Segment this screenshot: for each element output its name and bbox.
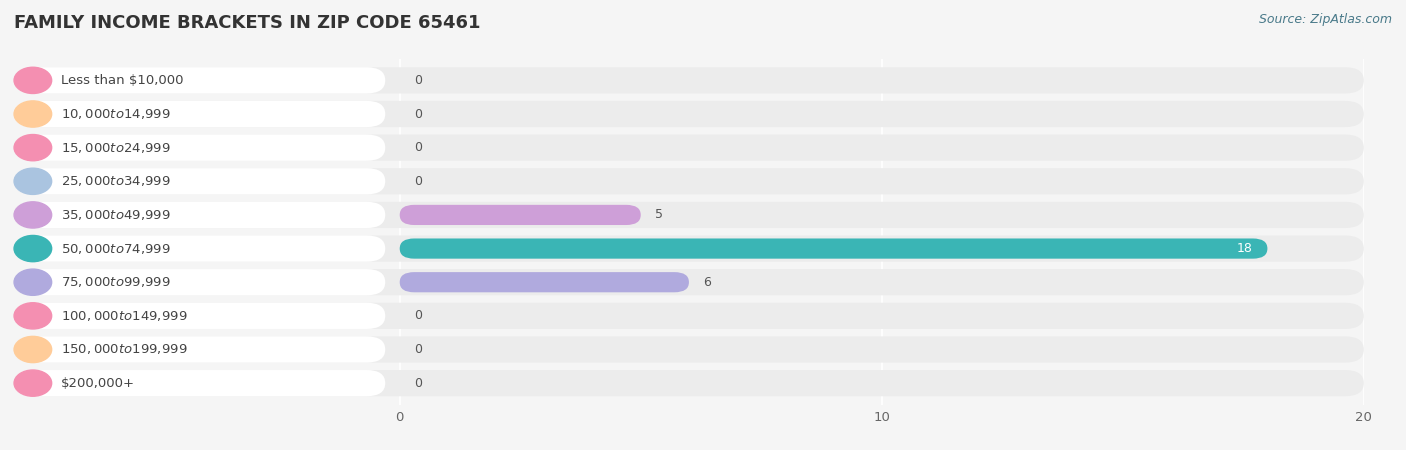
Circle shape [14, 67, 52, 94]
FancyBboxPatch shape [14, 101, 1364, 127]
FancyBboxPatch shape [399, 272, 689, 292]
Text: 0: 0 [415, 377, 422, 390]
Text: 6: 6 [703, 276, 711, 289]
FancyBboxPatch shape [14, 336, 1364, 363]
Circle shape [14, 202, 52, 228]
Circle shape [14, 235, 52, 262]
FancyBboxPatch shape [14, 303, 385, 329]
FancyBboxPatch shape [14, 370, 385, 396]
Text: $100,000 to $149,999: $100,000 to $149,999 [62, 309, 188, 323]
Text: $15,000 to $24,999: $15,000 to $24,999 [62, 141, 172, 155]
FancyBboxPatch shape [14, 336, 385, 363]
FancyBboxPatch shape [14, 269, 385, 295]
Circle shape [14, 101, 52, 127]
FancyBboxPatch shape [14, 235, 1364, 262]
Text: 0: 0 [415, 343, 422, 356]
FancyBboxPatch shape [14, 135, 385, 161]
FancyBboxPatch shape [399, 205, 641, 225]
Circle shape [14, 336, 52, 363]
Text: Less than $10,000: Less than $10,000 [62, 74, 184, 87]
Text: $200,000+: $200,000+ [62, 377, 135, 390]
Text: $150,000 to $199,999: $150,000 to $199,999 [62, 342, 188, 356]
Text: 18: 18 [1237, 242, 1253, 255]
FancyBboxPatch shape [14, 235, 385, 262]
Text: 0: 0 [415, 175, 422, 188]
Circle shape [14, 303, 52, 329]
FancyBboxPatch shape [14, 67, 385, 94]
Circle shape [14, 168, 52, 194]
FancyBboxPatch shape [14, 135, 1364, 161]
Text: 0: 0 [415, 309, 422, 322]
Text: Source: ZipAtlas.com: Source: ZipAtlas.com [1258, 14, 1392, 27]
Text: $75,000 to $99,999: $75,000 to $99,999 [62, 275, 172, 289]
Text: FAMILY INCOME BRACKETS IN ZIP CODE 65461: FAMILY INCOME BRACKETS IN ZIP CODE 65461 [14, 14, 481, 32]
Text: 0: 0 [415, 108, 422, 121]
FancyBboxPatch shape [14, 168, 1364, 194]
FancyBboxPatch shape [14, 269, 1364, 295]
Text: 5: 5 [655, 208, 664, 221]
Text: $25,000 to $34,999: $25,000 to $34,999 [62, 174, 172, 188]
Text: $50,000 to $74,999: $50,000 to $74,999 [62, 242, 172, 256]
FancyBboxPatch shape [14, 168, 385, 194]
FancyBboxPatch shape [14, 202, 1364, 228]
FancyBboxPatch shape [14, 303, 1364, 329]
Text: 0: 0 [415, 74, 422, 87]
FancyBboxPatch shape [14, 67, 1364, 94]
FancyBboxPatch shape [14, 101, 385, 127]
Circle shape [14, 135, 52, 161]
Circle shape [14, 370, 52, 396]
FancyBboxPatch shape [399, 238, 1267, 259]
Circle shape [14, 269, 52, 295]
FancyBboxPatch shape [14, 202, 385, 228]
FancyBboxPatch shape [14, 370, 1364, 396]
Text: 0: 0 [415, 141, 422, 154]
Text: $10,000 to $14,999: $10,000 to $14,999 [62, 107, 172, 121]
Text: $35,000 to $49,999: $35,000 to $49,999 [62, 208, 172, 222]
